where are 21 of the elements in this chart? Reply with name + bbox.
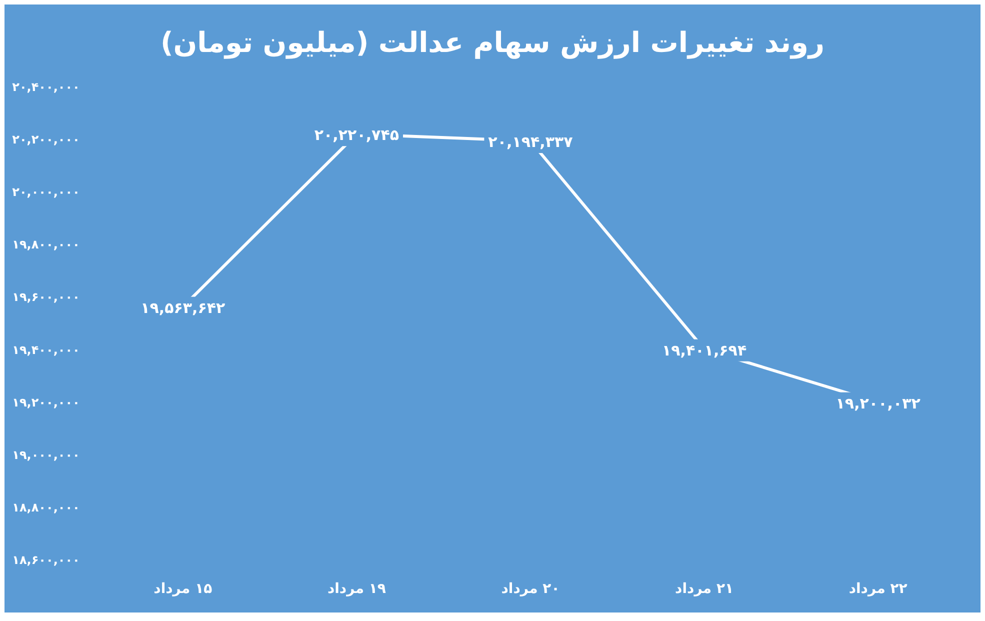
data-label: ۱۹,۲۰۰,۰۳۲ xyxy=(836,394,920,412)
x-tick-label: ۱۹ مرداد xyxy=(327,581,386,597)
y-tick-label: ۱۹,۰۰۰,۰۰۰ xyxy=(12,448,80,462)
data-label: ۲۰,۱۹۴,۳۳۷ xyxy=(488,133,573,152)
data-label: ۲۰,۲۲۰,۷۴۵ xyxy=(314,126,400,144)
x-tick-label: ۲۲ مرداد xyxy=(848,581,908,597)
y-tick-label: ۲۰,۰۰۰,۰۰۰ xyxy=(12,185,80,200)
chart-title: روند تغییرات ارزش سهام عدالت (میلیون تومان) xyxy=(160,26,825,59)
data-label: ۱۹,۴۰۱,۶۹۴ xyxy=(662,341,747,360)
x-tick-label: ۲۰ مرداد xyxy=(501,581,560,597)
y-tick-label: ۲۰,۴۰۰,۰۰۰ xyxy=(12,80,80,94)
y-tick-label: ۱۸,۸۰۰,۰۰۰ xyxy=(12,500,80,514)
data-label: ۱۹,۵۶۳,۶۴۲ xyxy=(140,298,226,317)
y-tick-label: ۲۰,۲۰۰,۰۰۰ xyxy=(12,132,80,147)
x-tick-label: ۲۱ مرداد xyxy=(675,581,734,597)
x-tick-label: ۱۵ مرداد xyxy=(154,581,213,597)
y-tick-label: ۱۹,۸۰۰,۰۰۰ xyxy=(12,238,80,252)
y-tick-label: ۱۹,۴۰۰,۰۰۰ xyxy=(12,342,80,357)
y-tick-label: ۱۸,۶۰۰,۰۰۰ xyxy=(12,553,80,567)
y-tick-label: ۱۹,۲۰۰,۰۰۰ xyxy=(12,395,80,410)
y-tick-label: ۱۹,۶۰۰,۰۰۰ xyxy=(12,290,80,304)
